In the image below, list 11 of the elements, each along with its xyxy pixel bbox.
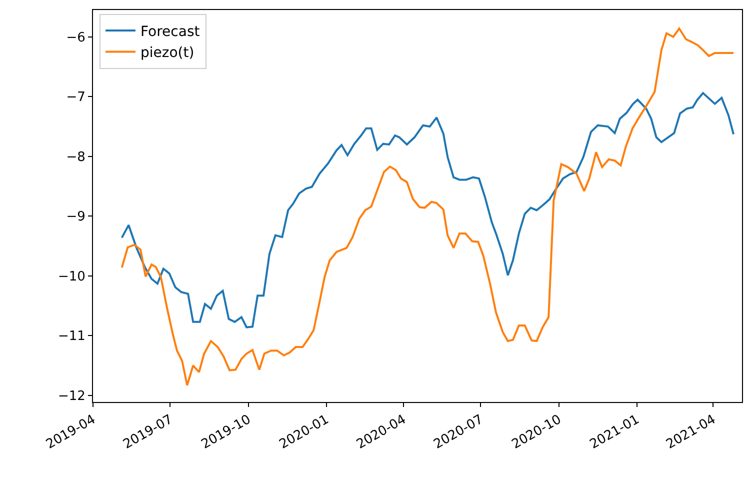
legend-label: Forecast — [140, 24, 200, 40]
y-tick-label: −6 — [66, 30, 86, 46]
line-series — [120, 92, 735, 328]
y-tick-label: −9 — [66, 210, 86, 225]
y-tick-label: −11 — [58, 329, 86, 344]
y-tick-label: −7 — [66, 90, 86, 106]
y-tick-label: −8 — [66, 150, 86, 165]
y-tick-label: −12 — [58, 388, 86, 404]
legend-label: piezo(t) — [140, 45, 194, 62]
line-series — [120, 28, 735, 386]
y-tick-label: −10 — [58, 269, 86, 284]
